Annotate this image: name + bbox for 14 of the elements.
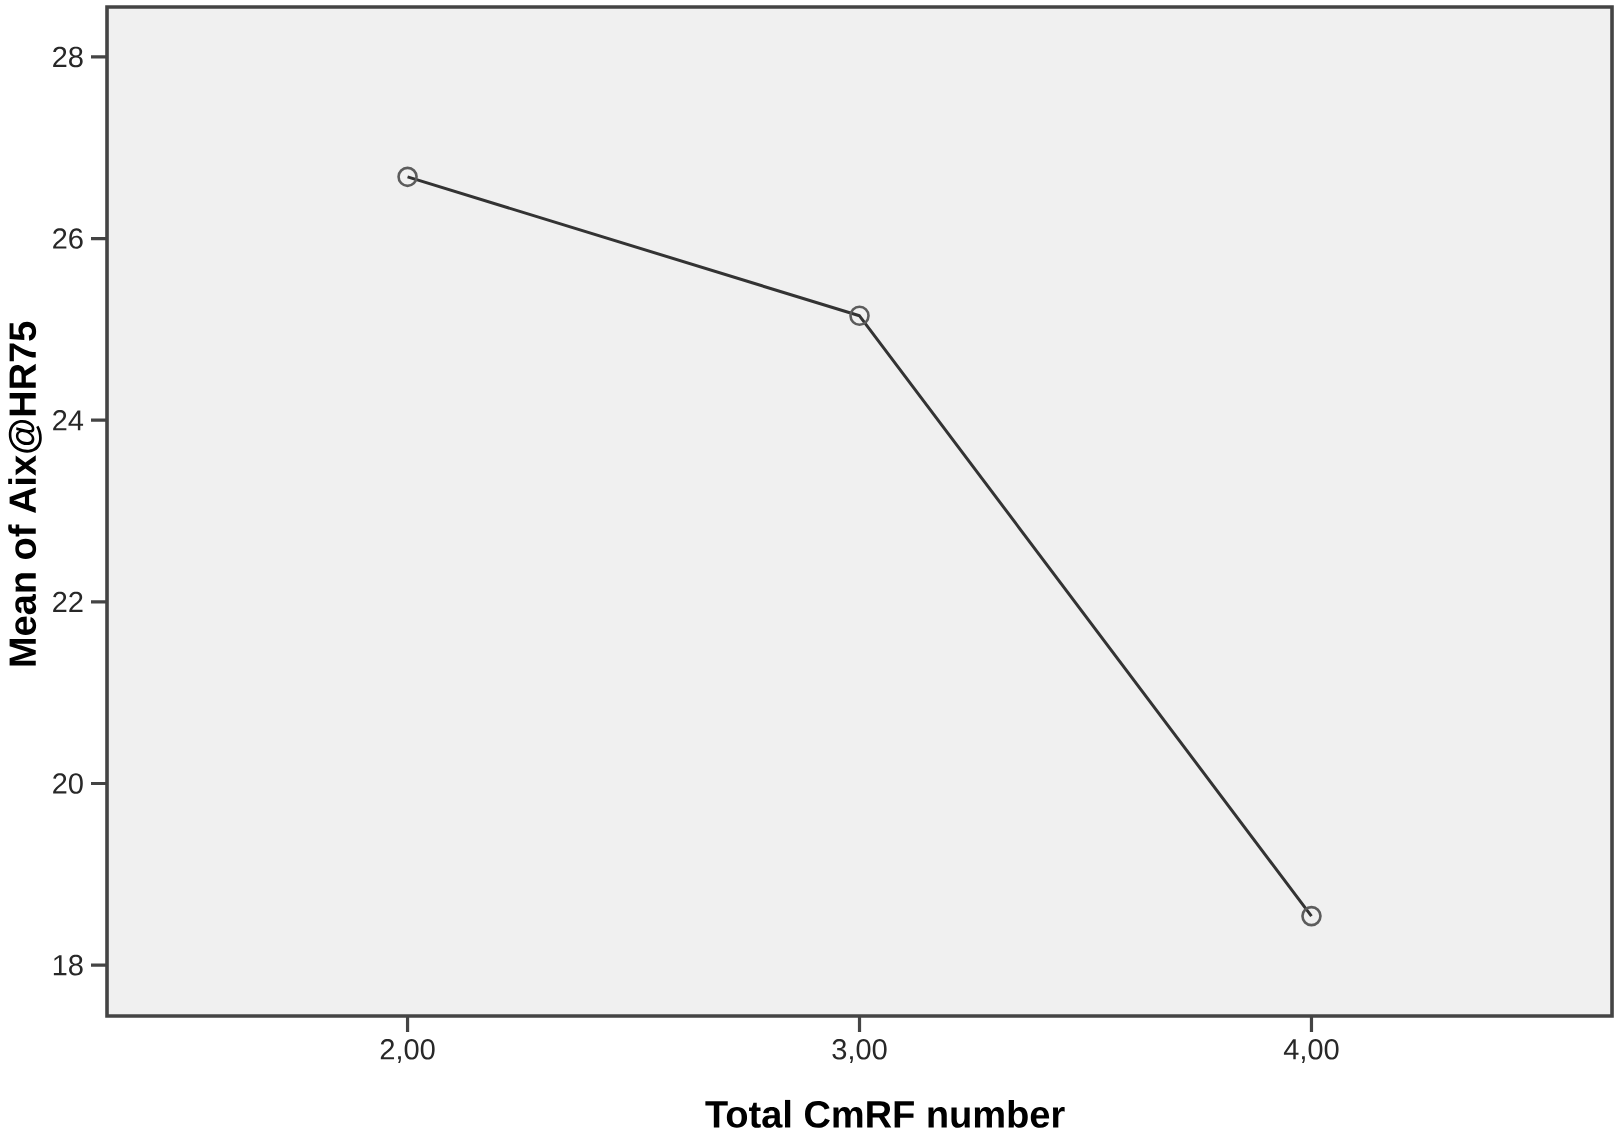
x-axis-title: Total CmRF number bbox=[705, 1099, 1065, 1128]
x-tick-label: 2,00 bbox=[380, 1039, 435, 1064]
x-tick-label: 3,00 bbox=[832, 1039, 887, 1064]
x-tick-label: 4,00 bbox=[1283, 1039, 1339, 1064]
point bbox=[1301, 905, 1322, 927]
y-tick-label: 22 bbox=[53, 591, 83, 612]
y-tick-label: 24 bbox=[53, 410, 84, 431]
y-tick-label: 20 bbox=[53, 773, 83, 794]
y-axis-title: Mean of Aix@HR75 bbox=[8, 321, 42, 666]
y-tick-label: 28 bbox=[53, 46, 83, 68]
y-tick-label: 18 bbox=[53, 954, 83, 976]
point bbox=[397, 166, 418, 188]
point bbox=[849, 305, 870, 327]
y-tick-label: 26 bbox=[53, 228, 83, 249]
